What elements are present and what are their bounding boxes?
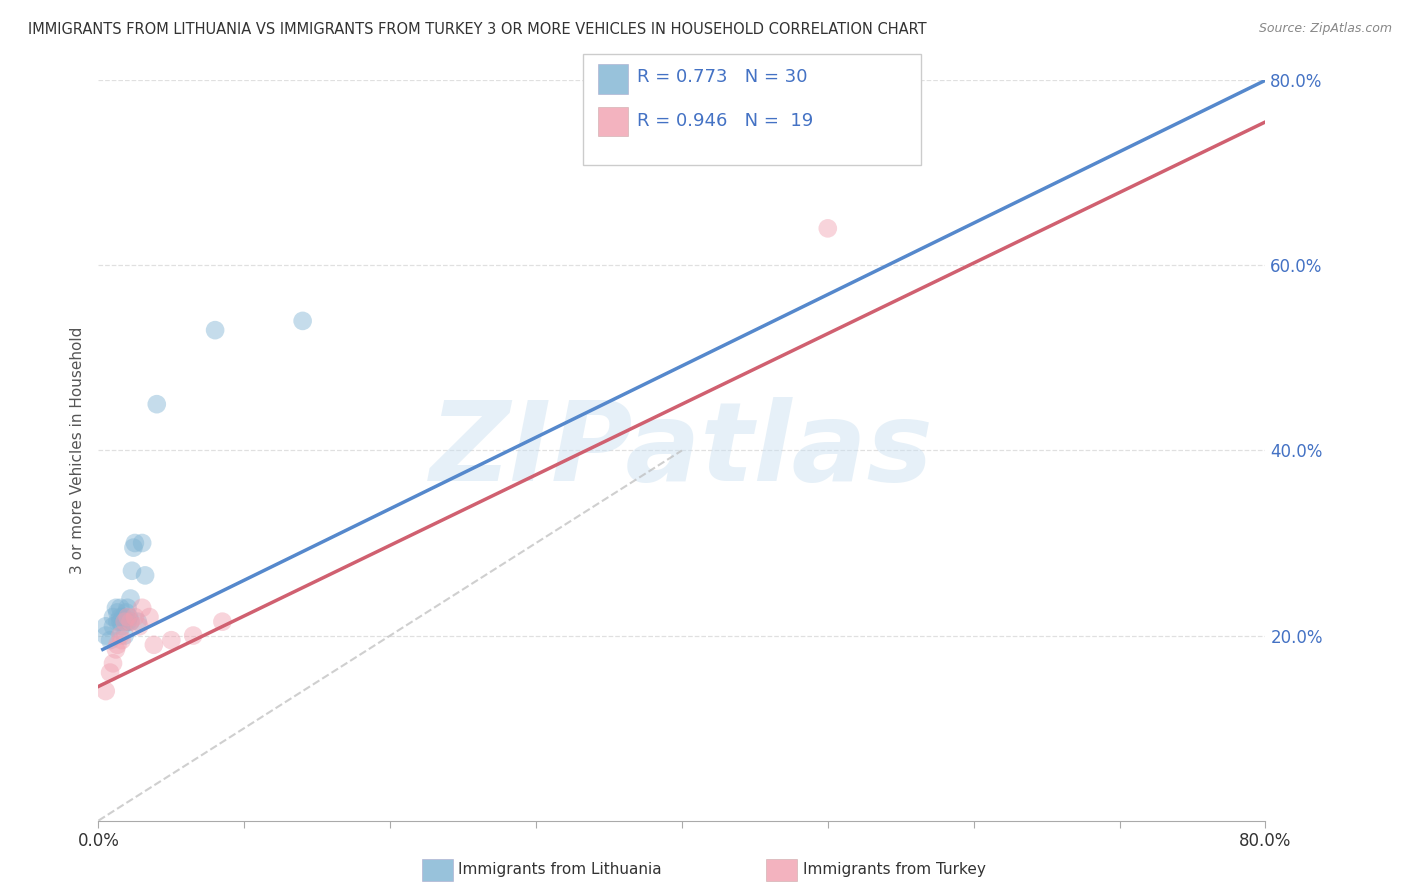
Point [104, 600, 127, 615]
Point [138, 610, 160, 624]
Point [114, 628, 136, 642]
Text: ZIPatlas: ZIPatlas [430, 397, 934, 504]
Point [105, 615, 128, 629]
Text: R = 0.946   N =  19: R = 0.946 N = 19 [637, 112, 813, 130]
Text: Source: ZipAtlas.com: Source: ZipAtlas.com [1258, 22, 1392, 36]
Point [120, 591, 142, 606]
Point [211, 615, 233, 629]
Point [124, 610, 146, 624]
Point [110, 628, 132, 642]
Point [105, 606, 128, 620]
Point [134, 568, 156, 582]
Point [120, 615, 142, 629]
Point [124, 536, 146, 550]
Point [101, 657, 124, 671]
Point [114, 615, 136, 629]
Point [98, 633, 121, 648]
Point [110, 610, 132, 624]
Point [160, 633, 183, 648]
Point [114, 615, 136, 629]
Text: IMMIGRANTS FROM LITHUANIA VS IMMIGRANTS FROM TURKEY 3 OR MORE VEHICLES IN HOUSEH: IMMIGRANTS FROM LITHUANIA VS IMMIGRANTS … [28, 22, 927, 37]
Point [101, 610, 124, 624]
Point [142, 638, 165, 652]
Point [120, 615, 142, 629]
Point [104, 642, 127, 657]
Point [121, 564, 143, 578]
Text: Immigrants from Lithuania: Immigrants from Lithuania [458, 863, 662, 877]
Point [117, 600, 139, 615]
Point [117, 610, 139, 624]
Point [110, 615, 132, 629]
Point [98, 665, 121, 680]
Point [131, 600, 153, 615]
Point [94, 628, 117, 642]
Point [94, 684, 117, 698]
Point [111, 633, 134, 648]
Point [111, 619, 134, 633]
Point [94, 619, 117, 633]
Point [181, 628, 204, 642]
Point [101, 619, 124, 633]
Point [128, 619, 150, 633]
Point [115, 606, 138, 620]
Point [117, 615, 139, 629]
Point [291, 314, 314, 328]
Point [131, 536, 153, 550]
Point [146, 397, 169, 411]
Point [122, 541, 145, 555]
Point [110, 600, 132, 615]
Point [127, 615, 149, 629]
Point [118, 610, 141, 624]
Text: R = 0.773   N = 30: R = 0.773 N = 30 [637, 68, 807, 86]
Text: Immigrants from Turkey: Immigrants from Turkey [803, 863, 986, 877]
Point [817, 221, 839, 235]
Y-axis label: 3 or more Vehicles in Household: 3 or more Vehicles in Household [69, 326, 84, 574]
Point [105, 638, 128, 652]
Point [204, 323, 226, 337]
Point [112, 610, 135, 624]
